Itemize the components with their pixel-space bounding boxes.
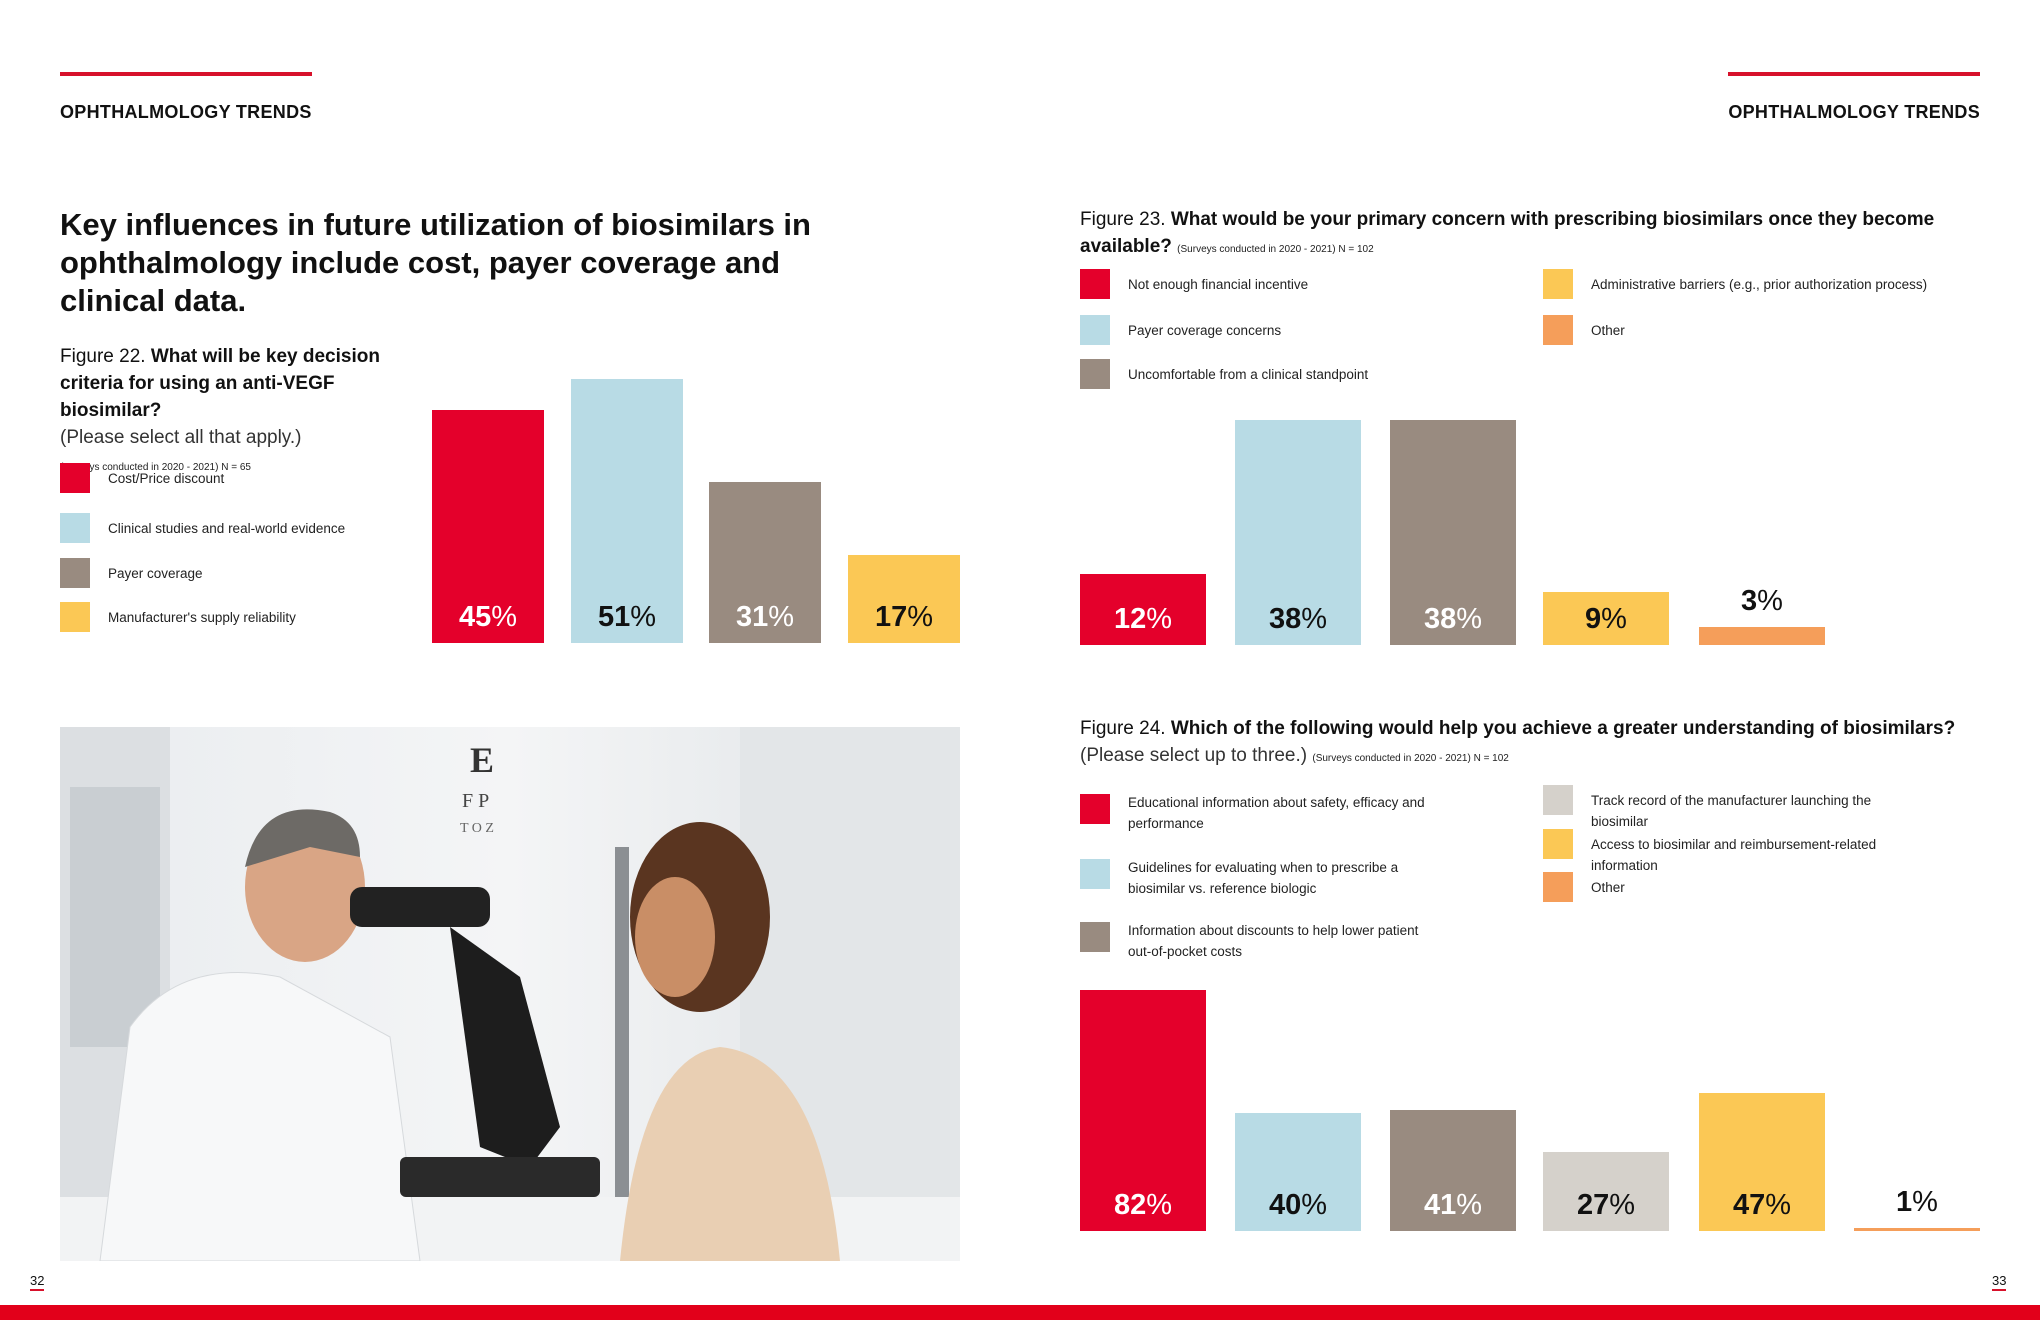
legend-label: Payer coverage [108,566,203,581]
svg-text:E: E [470,740,494,780]
figure-title: What would be your primary concern with … [1080,209,1935,257]
bar [1699,627,1825,645]
bar [1699,1092,1825,1231]
legend-label: Educational information about safety, ef… [1128,795,1425,831]
legend-swatch [60,463,90,493]
legend-label: Track record of the manufacturer launchi… [1591,793,1872,829]
data-label: 38% [1423,603,1483,635]
data-label: 40% [1268,1189,1328,1221]
figure-note: (Surveys conducted in 2020 - 2021) N = 1… [1312,753,1509,764]
header-rule-right [1728,72,1980,76]
legend-label: Other [1591,323,1625,338]
bar [709,482,821,643]
figure-24-caption: Figure 24. Which of the following would … [1080,715,2020,772]
legend-swatch [1080,315,1110,345]
page-number-right: 33 [1992,1273,2007,1291]
legend-swatch [1543,315,1573,345]
legend-swatch [1543,785,1573,815]
figure-instruction: (Please select up to three.) [1080,745,1308,766]
footer-bar [0,1305,2040,1320]
bar [1235,1113,1361,1231]
eye-exam-photo: E F P T O Z [60,727,960,1261]
figure-22-caption: Figure 22. What will be key decision cri… [60,343,440,481]
legend-label: Clinical studies and real-world evidence [108,521,346,536]
figure-title: What will be key decision criteria for u… [60,346,380,421]
svg-text:F P: F P [462,790,489,812]
legend-swatch [1543,829,1573,859]
legend-swatch [60,513,90,543]
legend-swatch [1543,872,1573,902]
legend-label: Access to biosimilar and reimbursement-r… [1591,837,1877,873]
legend-swatch [1080,269,1110,299]
page-headline: Key influences in future utilization of … [60,207,811,318]
legend-swatch [1080,359,1110,389]
legend-swatch [1080,922,1110,952]
page-number-left: 32 [30,1273,45,1291]
data-label: 9% [1585,603,1627,635]
bar [1080,573,1206,645]
data-label: 27% [1576,1189,1636,1221]
bar [432,409,544,643]
figure-instruction: (Please select all that apply.) [60,427,302,448]
legend-swatch [60,602,90,632]
legend-swatch [60,558,90,588]
figure-note: (Surveys conducted in 2020 - 2021) N = 1… [1177,244,1374,255]
bar [1543,591,1669,645]
bar [848,554,960,643]
legend-swatch [1080,859,1110,889]
legend-label: Other [1591,880,1625,895]
legend-swatch [1543,269,1573,299]
legend-label: Not enough financial incentive [1128,277,1309,292]
figure-label: Figure 23. [1080,209,1166,230]
bar [1390,1110,1516,1231]
legend-label: Cost/Price discount [108,471,225,486]
figure-note: (Surveys conducted in 2020 - 2021) N = 6… [60,462,251,473]
data-label: 45% [458,601,518,633]
data-label: 12% [1113,603,1173,635]
bar [1854,1228,1980,1231]
legend-label: Payer coverage concerns [1128,323,1282,338]
section-header-left: OPHTHALMOLOGY TRENDS [60,102,312,122]
figure-title: Which of the following would help you ac… [1170,718,1956,739]
data-label: 47% [1732,1189,1792,1221]
legend-label: Manufacturer's supply reliability [108,610,296,625]
bar [1235,420,1361,645]
data-label: 3% [1741,585,1783,618]
legend-label: Information about discounts to help lowe… [1128,923,1419,959]
legend-label: Administrative barriers (e.g., prior aut… [1591,277,1928,292]
data-label: 82% [1113,1189,1173,1221]
data-label: 31% [735,601,795,633]
bar [1390,420,1516,645]
header-rule-left [60,72,312,76]
bar [1543,1151,1669,1231]
section-header-right: OPHTHALMOLOGY TRENDS [1728,102,1980,122]
data-label: 38% [1268,603,1328,635]
data-label: 51% [597,601,657,633]
figure-label: Figure 22. [60,346,146,367]
legend-label: Guidelines for evaluating when to prescr… [1128,860,1399,896]
figure-23-caption: Figure 23. What would be your primary co… [1080,206,1980,263]
data-label: 41% [1423,1189,1483,1221]
svg-text:T O Z: T O Z [460,821,494,836]
legend-swatch [1080,794,1110,824]
bar [1080,989,1206,1231]
legend-label: Uncomfortable from a clinical standpoint [1128,367,1369,382]
figure-label: Figure 24. [1080,718,1166,739]
data-label: 17% [874,601,934,633]
data-label: 1% [1896,1186,1938,1219]
bar [571,378,683,643]
